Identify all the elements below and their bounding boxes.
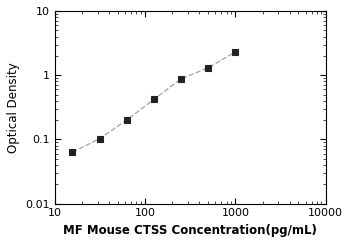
X-axis label: MF Mouse CTSS Concentration(pg/mL): MF Mouse CTSS Concentration(pg/mL) bbox=[63, 224, 317, 237]
Y-axis label: Optical Density: Optical Density bbox=[7, 62, 20, 153]
